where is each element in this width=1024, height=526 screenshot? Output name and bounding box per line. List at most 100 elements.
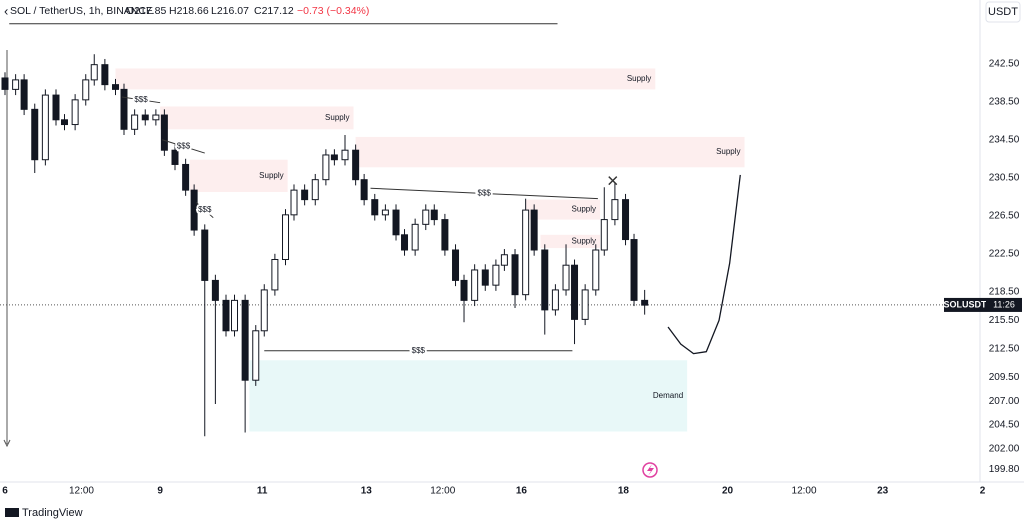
candle-body <box>441 219 449 251</box>
x-marker <box>608 176 618 186</box>
candle-body <box>90 64 98 81</box>
zone <box>115 68 656 90</box>
candle-body <box>152 114 160 121</box>
y-tick-label: 202.00 <box>989 443 1020 454</box>
candle-body <box>160 114 168 151</box>
x-tick-label: 6 <box>2 486 8 497</box>
zone-label: Supply <box>716 147 740 156</box>
candle-body <box>341 149 349 161</box>
candle-body <box>252 330 260 381</box>
candle-body <box>112 84 120 90</box>
lightning-icon[interactable] <box>642 462 658 478</box>
ohlc-high: H218.66 <box>169 5 209 17</box>
x-tick-label: 12:00 <box>430 486 455 497</box>
x-tick-label: 2 <box>980 486 986 497</box>
back-arrow[interactable]: ‹ <box>4 3 8 18</box>
candle-body <box>551 289 559 311</box>
price-tag-countdown: 11:26 <box>993 299 1015 309</box>
candle-body <box>622 199 630 241</box>
liquidity-label: $$$ <box>478 189 492 198</box>
y-tick-label: 209.50 <box>989 372 1020 383</box>
candle-body <box>171 149 179 165</box>
candle-body <box>411 223 419 251</box>
candle-body <box>222 299 230 332</box>
liquidity-line <box>195 202 214 219</box>
candle-body <box>530 209 538 251</box>
candle-body <box>260 289 268 332</box>
candle-body <box>71 99 79 126</box>
candle-body <box>430 209 438 221</box>
symbol: SOL / TetherUS, 1h, BINANCE <box>10 5 153 17</box>
zone <box>160 106 354 130</box>
x-tick-label: 9 <box>157 486 163 497</box>
candle-body <box>290 189 298 216</box>
candle-body <box>381 209 389 216</box>
candle-body <box>641 299 649 306</box>
candle-body <box>20 79 28 110</box>
zone-label: Demand <box>653 391 683 400</box>
y-tick-label: 242.50 <box>989 58 1020 69</box>
candle-body <box>322 154 330 181</box>
candle-body <box>211 279 219 301</box>
candle-body <box>422 209 430 225</box>
liquidity-line <box>121 96 161 104</box>
candle-body <box>511 254 519 296</box>
candle-body <box>52 94 60 121</box>
zone <box>540 234 601 249</box>
y-tick-label: 238.50 <box>989 96 1020 107</box>
x-tick-label: 12:00 <box>69 486 94 497</box>
candle-body <box>1 77 9 90</box>
candle-body <box>360 179 368 201</box>
ohlc-change: −0.73 (−0.34%) <box>297 5 369 17</box>
candle-body <box>41 94 49 161</box>
zone <box>189 159 288 193</box>
currency-button[interactable] <box>985 1 1021 23</box>
y-tick-label: 212.50 <box>989 343 1020 354</box>
projection-path <box>667 174 741 355</box>
candle-body <box>571 264 579 320</box>
price-tag-bg <box>986 297 1022 312</box>
candle-body <box>271 259 279 291</box>
x-tick-label: 11 <box>257 486 268 497</box>
candle-body <box>330 154 338 161</box>
candle-body <box>592 249 600 291</box>
candle-body <box>282 214 290 261</box>
candle-body <box>481 269 489 286</box>
liquidity-label: $$$ <box>198 205 212 214</box>
brand-logo[interactable] <box>5 508 19 517</box>
candle-body <box>541 249 549 311</box>
candle-body <box>492 264 500 286</box>
liquidity-line <box>162 139 205 154</box>
x-tick-label: 12:00 <box>792 486 817 497</box>
candle-body <box>182 163 190 191</box>
candle-body <box>311 179 319 201</box>
candle-body <box>12 79 20 90</box>
candle-body <box>352 149 360 181</box>
zone-label: Supply <box>572 237 596 246</box>
liquidity-label: $$$ <box>177 142 191 151</box>
x-tick-label: 20 <box>722 486 734 497</box>
currency-label: USDT <box>988 6 1018 18</box>
candle-body <box>500 254 508 266</box>
y-tick-label: 218.50 <box>989 286 1020 297</box>
liquidity-label: $$$ <box>412 346 426 355</box>
y-tick-label: 230.50 <box>989 172 1020 183</box>
y-tick-label: 222.50 <box>989 248 1020 259</box>
zone-label: Supply <box>627 74 651 83</box>
candle-body <box>581 289 589 320</box>
candle-body <box>301 189 309 201</box>
candle-body <box>611 199 619 221</box>
price-tag-symbol-bg <box>944 297 986 312</box>
candle-body <box>201 229 209 281</box>
candle-body <box>522 209 530 296</box>
y-tick-label: 215.50 <box>989 315 1020 326</box>
zone-label: Supply <box>325 113 349 122</box>
candle-body <box>600 219 608 251</box>
liquidity-line <box>370 187 598 200</box>
candle-body <box>31 108 39 161</box>
liquidity-label: $$$ <box>134 95 148 104</box>
zone-label: Supply <box>259 171 283 180</box>
candle-body <box>231 299 239 332</box>
candle-body <box>82 79 90 101</box>
